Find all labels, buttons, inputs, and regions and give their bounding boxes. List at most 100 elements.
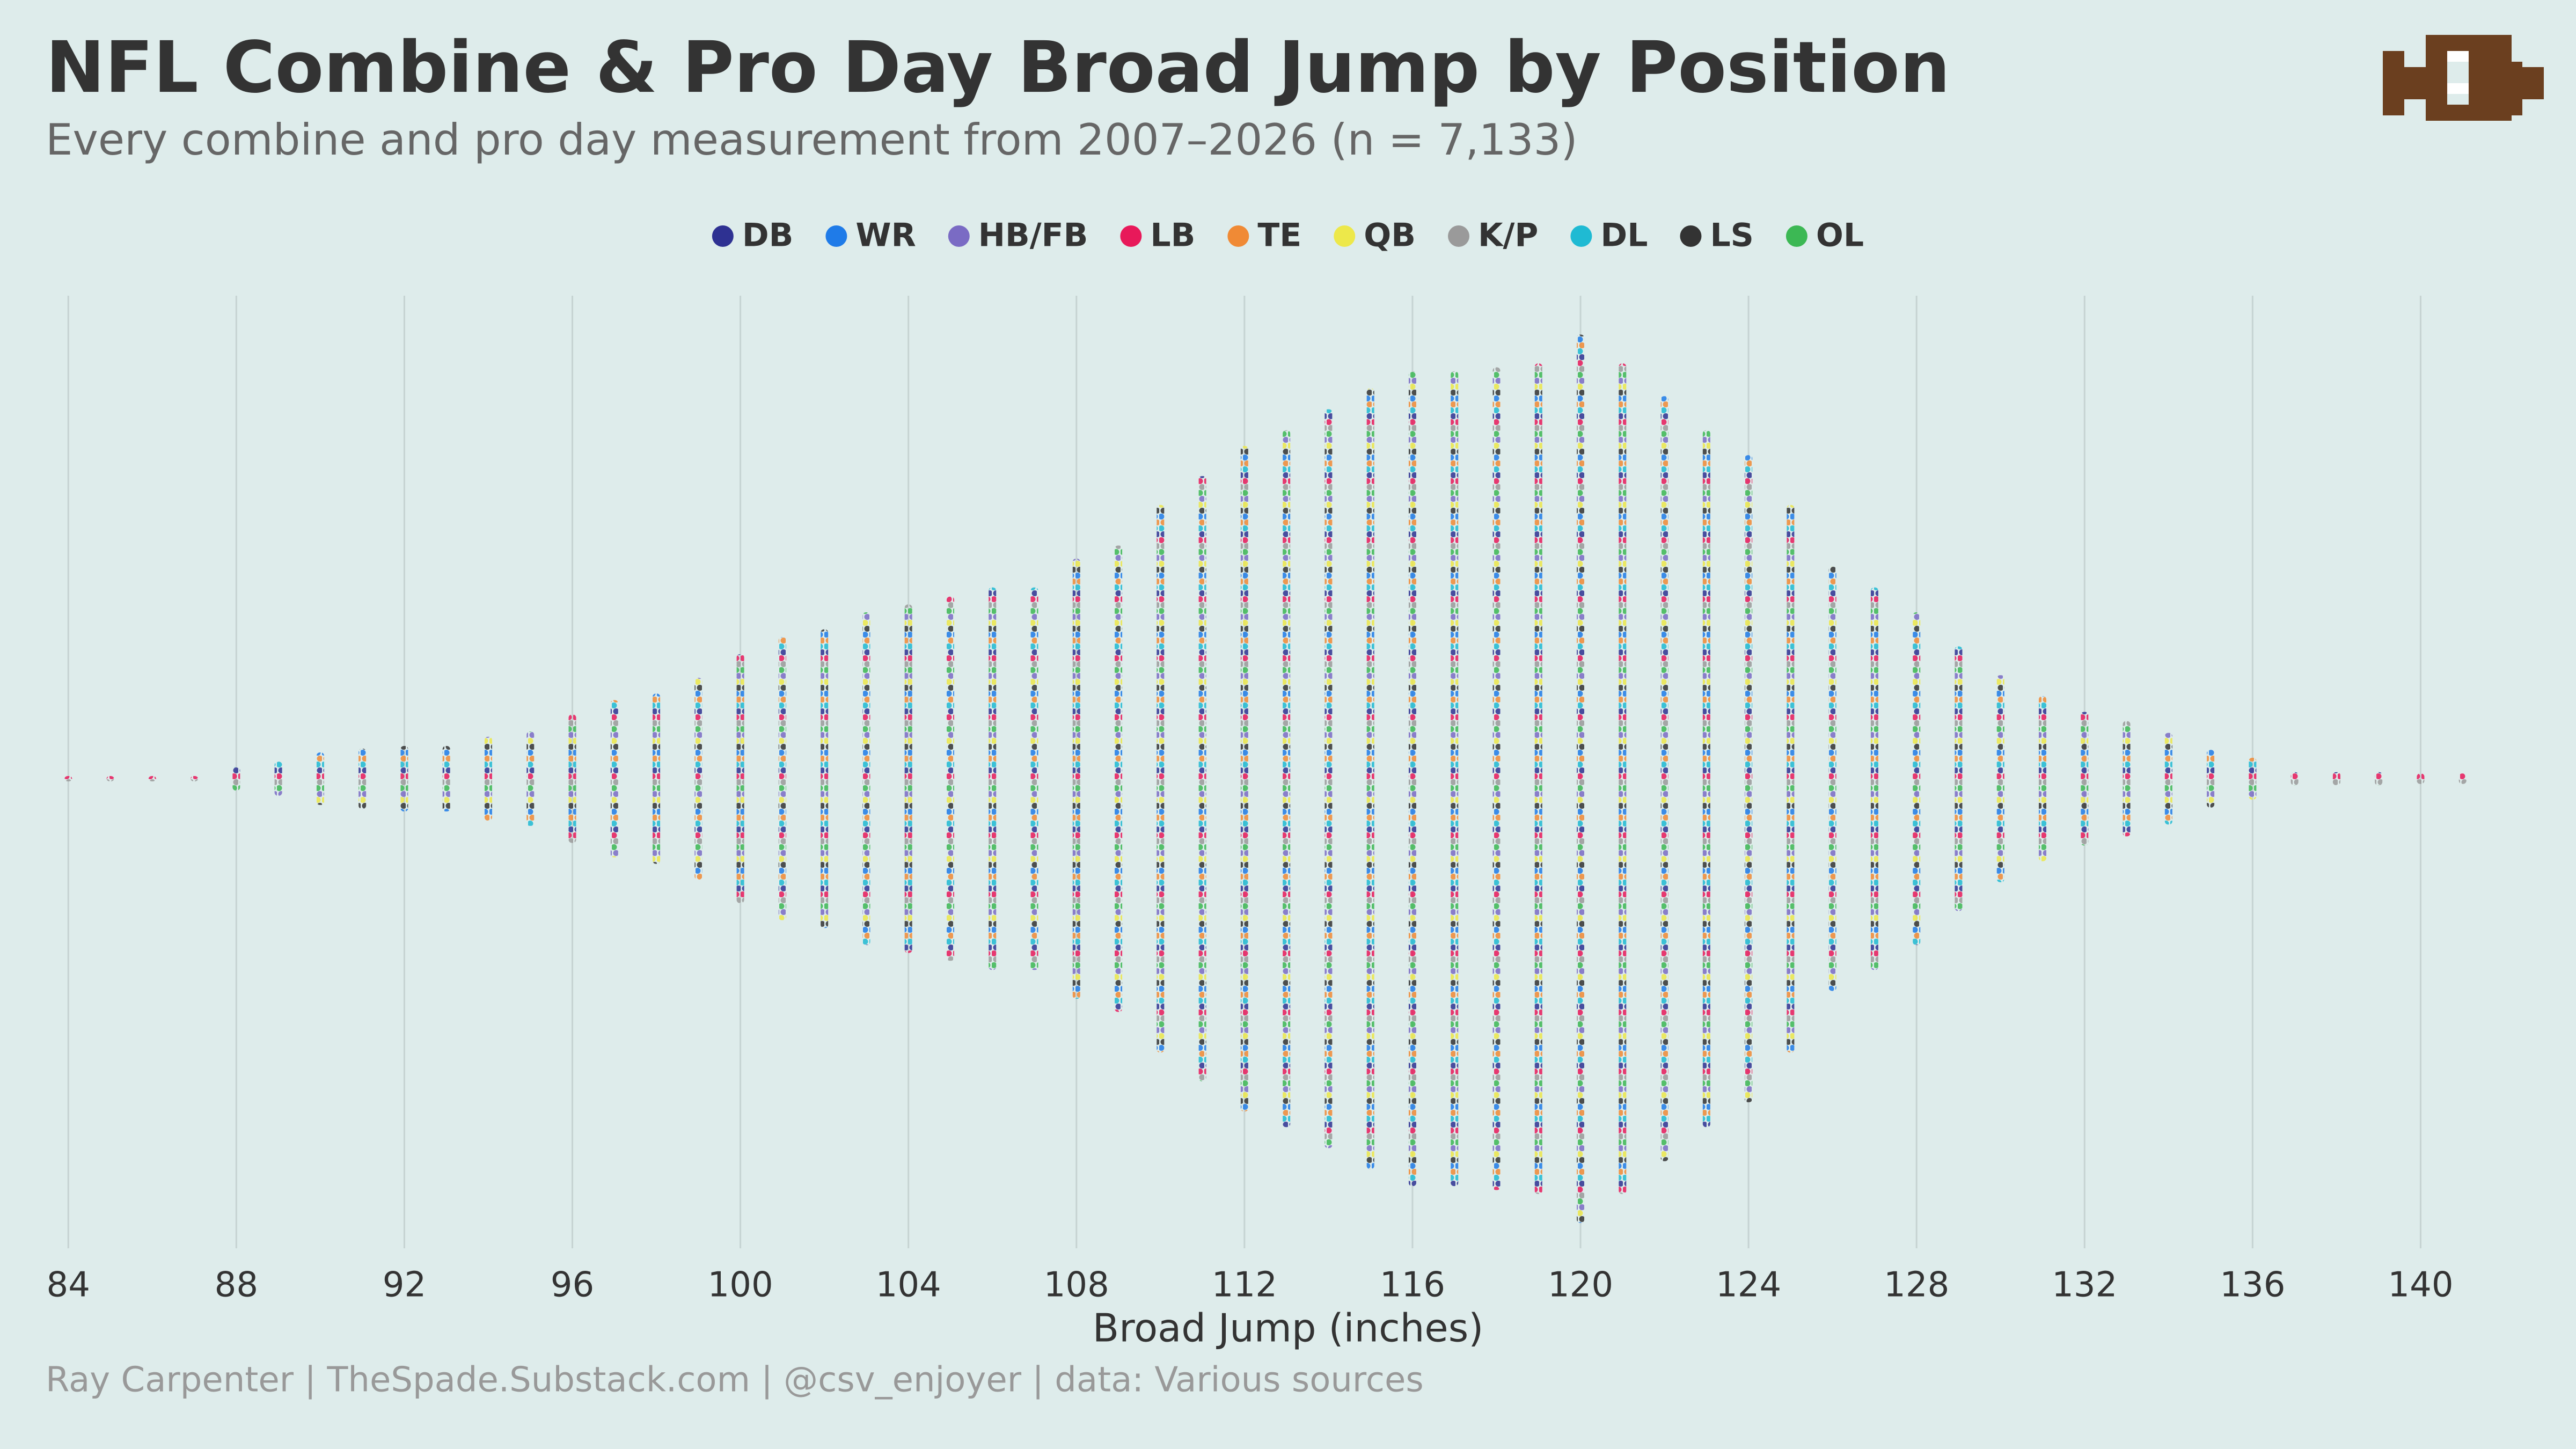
legend-label: WR — [855, 217, 916, 254]
legend-marker — [1120, 225, 1142, 247]
column — [2458, 773, 2467, 784]
column — [1787, 504, 1795, 1053]
column — [1492, 367, 1501, 1190]
column — [1408, 371, 1416, 1187]
x-tick-label: 124 — [1716, 1265, 1781, 1305]
column — [821, 629, 829, 928]
column — [1955, 646, 1963, 911]
column — [400, 745, 408, 812]
x-tick-label: 84 — [47, 1265, 90, 1305]
x-tick-label: 128 — [1884, 1265, 1949, 1305]
x-tick-label: 120 — [1548, 1265, 1613, 1305]
x-tick-label: 140 — [2388, 1265, 2453, 1305]
column — [694, 678, 702, 880]
column — [1870, 587, 1878, 970]
x-tick-label: 88 — [215, 1265, 258, 1305]
column — [778, 637, 786, 920]
x-tick-label: 104 — [876, 1265, 941, 1305]
legend-marker — [1570, 225, 1592, 247]
column — [568, 714, 576, 843]
legend-label: OL — [1816, 217, 1864, 254]
column — [1577, 334, 1585, 1223]
legend-marker — [1680, 225, 1702, 247]
column — [106, 776, 114, 781]
column — [1619, 363, 1627, 1194]
column — [1451, 371, 1459, 1187]
column — [1702, 430, 1710, 1128]
legend-label: LB — [1150, 217, 1195, 254]
column — [526, 731, 535, 826]
legend-marker — [1227, 225, 1249, 247]
column — [1996, 675, 2004, 882]
caption: Ray Carpenter | TheSpade.Substack.com | … — [46, 1360, 1424, 1400]
x-tick-label: 108 — [1044, 1265, 1109, 1305]
column — [2290, 772, 2299, 786]
column — [736, 654, 744, 903]
column — [1283, 430, 1291, 1128]
column — [191, 776, 199, 781]
column — [946, 596, 954, 961]
column — [1913, 612, 1921, 946]
column — [1157, 504, 1165, 1053]
column — [64, 776, 72, 781]
column — [2375, 772, 2383, 786]
legend-marker — [1785, 225, 1807, 247]
column — [232, 767, 240, 791]
column — [2417, 773, 2425, 784]
x-tick-label: 96 — [551, 1265, 594, 1305]
legend-label: DB — [742, 217, 794, 254]
column — [862, 612, 870, 946]
x-tick-label: 100 — [708, 1265, 773, 1305]
column — [1324, 409, 1333, 1148]
x-tick-label: 132 — [2052, 1265, 2117, 1305]
legend-marker — [712, 225, 734, 247]
column — [2123, 721, 2131, 837]
x-tick-label: 112 — [1212, 1265, 1277, 1305]
column — [1072, 558, 1080, 999]
legend-marker — [948, 225, 970, 247]
legend-label: DL — [1600, 217, 1648, 254]
column — [1745, 455, 1753, 1102]
column — [442, 745, 450, 812]
column — [1660, 396, 1668, 1161]
column — [2039, 696, 2047, 861]
column — [316, 752, 324, 805]
chart-title: NFL Combine & Pro Day Broad Jump by Posi… — [46, 26, 1950, 109]
legend-marker — [1448, 225, 1470, 247]
column — [1828, 566, 1836, 991]
column — [2249, 757, 2257, 800]
legend-marker — [1334, 225, 1356, 247]
legend-label: K/P — [1478, 217, 1538, 254]
column — [2081, 712, 2089, 846]
column — [274, 762, 282, 796]
column — [610, 700, 618, 858]
column — [148, 776, 156, 781]
column — [2332, 772, 2340, 786]
column — [2164, 733, 2172, 825]
column — [1030, 587, 1038, 970]
x-tick-label: 92 — [383, 1265, 426, 1305]
legend-label: QB — [1364, 217, 1416, 254]
x-axis-label: Broad Jump (inches) — [1093, 1306, 1484, 1351]
legend: DB WR HB/FB LB TE QB K/P DL LS OL — [712, 217, 1864, 254]
column — [358, 748, 367, 809]
x-tick-label: 116 — [1380, 1265, 1445, 1305]
chart-subtitle: Every combine and pro day measurement fr… — [46, 115, 1578, 165]
legend-label: HB/FB — [978, 217, 1088, 254]
column — [653, 693, 661, 864]
column — [1240, 445, 1248, 1112]
logo — [2383, 35, 2544, 121]
column — [2207, 750, 2215, 808]
column — [1115, 545, 1123, 1012]
column — [1534, 363, 1542, 1194]
column — [1366, 388, 1374, 1169]
column — [989, 587, 997, 970]
legend-marker — [825, 225, 847, 247]
legend-label: LS — [1710, 217, 1753, 254]
column — [1198, 476, 1206, 1081]
column — [484, 736, 492, 821]
column — [904, 604, 912, 953]
legend-label: TE — [1257, 217, 1301, 254]
x-tick-label: 136 — [2220, 1265, 2285, 1305]
